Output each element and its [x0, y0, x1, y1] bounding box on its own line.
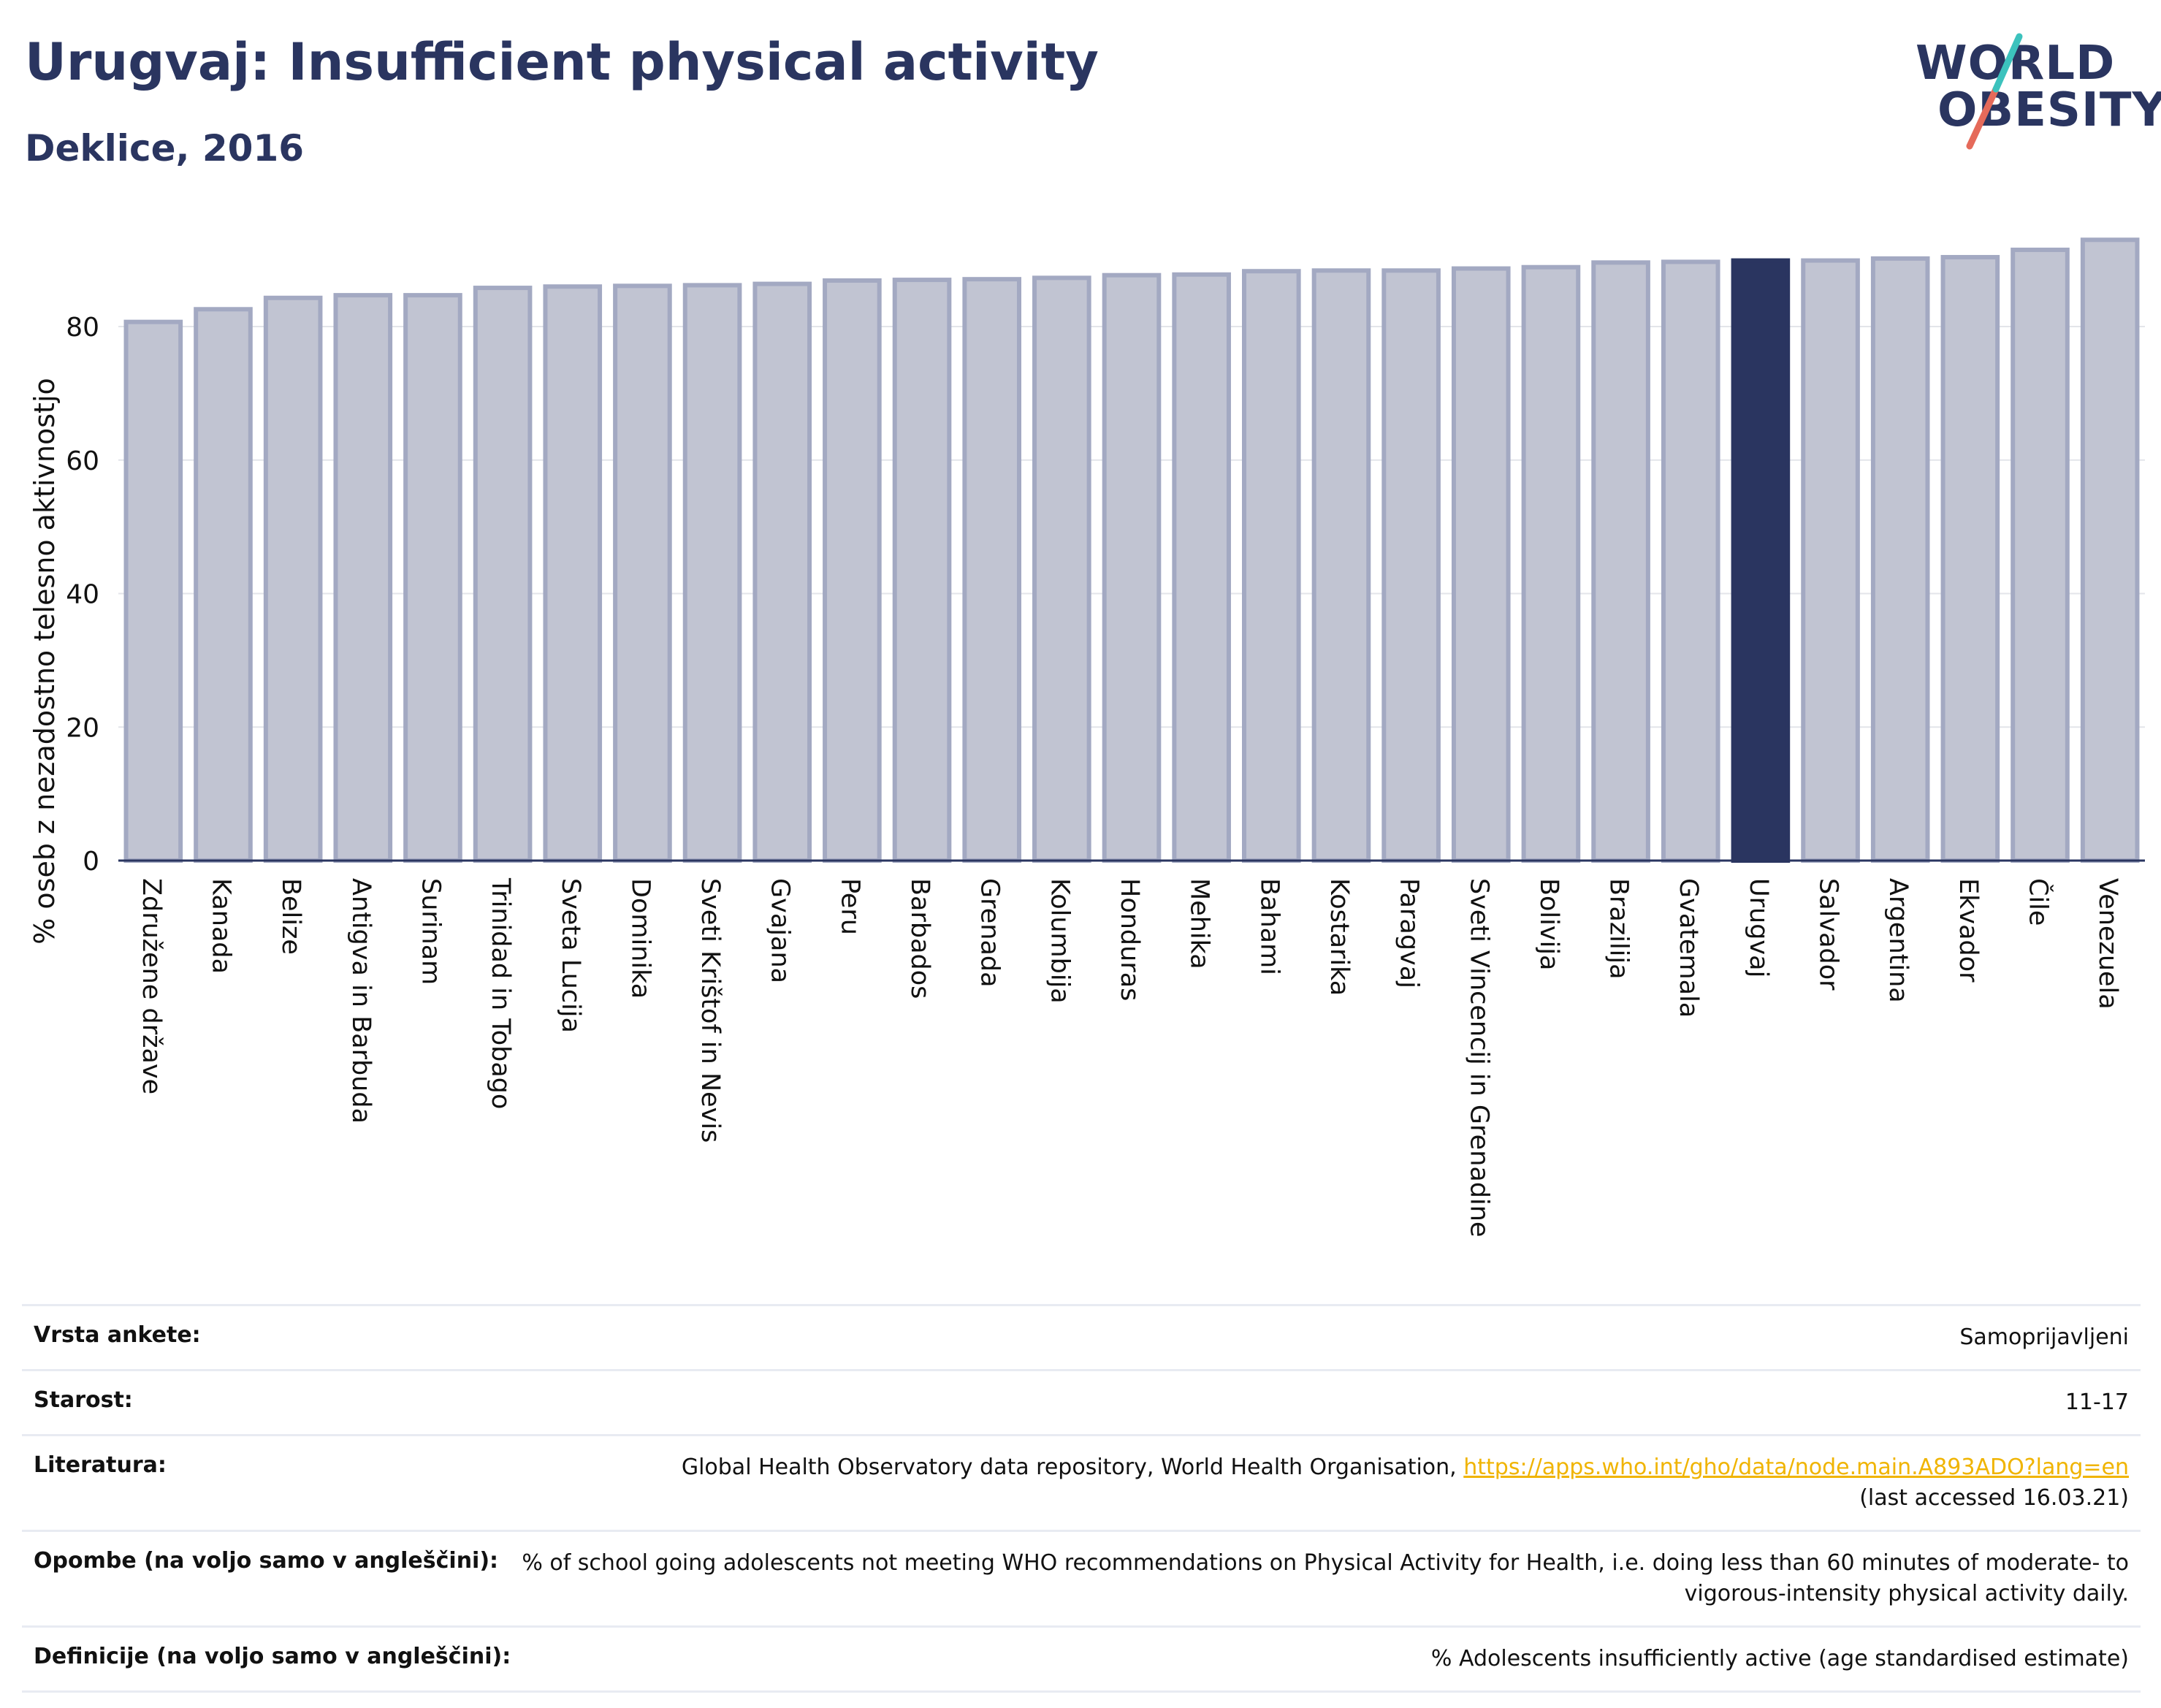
x-tick-label: Trinidad in Tobago — [486, 877, 515, 1109]
bar — [403, 293, 462, 863]
reference-link[interactable]: https://apps.who.int/gho/data/node.main.… — [1463, 1455, 2129, 1480]
page-title: Urugvaj: Insufficient physical activity — [25, 32, 1099, 92]
y-tick-label: 80 — [66, 313, 99, 343]
bar — [1870, 256, 1930, 863]
x-tick-label: Grenada — [975, 878, 1005, 988]
info-row-notes: Opombe (na voljo samo v angleščini): % o… — [22, 1530, 2141, 1625]
y-tick-label: 60 — [66, 446, 99, 476]
bar — [194, 307, 253, 863]
bar — [123, 319, 183, 863]
bar — [892, 278, 952, 863]
reference-accessed: (last accessed 16.03.21) — [1859, 1485, 2129, 1511]
bar — [2080, 237, 2140, 863]
bar — [1661, 259, 1720, 863]
logo-slash-icon — [1966, 33, 2023, 150]
reference-text: Global Health Observatory data repositor… — [681, 1455, 1457, 1480]
info-row-definitions: Definicije (na voljo samo v angleščini):… — [22, 1625, 2141, 1693]
bar — [1801, 258, 1860, 863]
x-tick-label: Ekvador — [1954, 878, 1983, 983]
x-tick-label: Sveti Vincencij in Grenadine — [1464, 878, 1493, 1238]
definitions-value: % Adolescents insufficiently active (age… — [1430, 1646, 2129, 1671]
bar — [1381, 268, 1441, 863]
axis-layer: 0 20 40 60 80 Združene države Kanada Belize Anti… — [66, 313, 2145, 1238]
y-tick-label: 20 — [66, 713, 99, 743]
survey-label: Vrsta ankete: — [34, 1322, 201, 1348]
x-tick-label: Antigva in Barbuda — [346, 878, 376, 1124]
y-tick-label: 40 — [66, 580, 99, 610]
info-table: Vrsta ankete: Samoprijavljeni Starost: 1… — [22, 1304, 2141, 1693]
bar — [613, 283, 672, 863]
bar — [1311, 268, 1371, 863]
bar — [1521, 264, 1581, 863]
x-tick-label: Kanada — [206, 878, 235, 974]
notes-value: % of school going adolescents not meetin… — [522, 1550, 2129, 1606]
info-row-reference: Literatura: Global Health Observatory da… — [22, 1434, 2141, 1530]
bar — [2011, 247, 2070, 863]
bar-layer — [123, 237, 2140, 863]
bar — [1242, 269, 1301, 863]
bar — [1102, 272, 1162, 863]
x-tick-label: Bahami — [1254, 878, 1284, 975]
x-tick-label: Mehika — [1185, 878, 1214, 969]
x-tick-label: Salvador — [1814, 878, 1843, 991]
x-tick-label: Čile — [2024, 878, 2054, 926]
x-tick-label: Surinam — [416, 878, 445, 985]
reference-label: Literatura: — [34, 1452, 167, 1478]
age-label: Starost: — [34, 1387, 133, 1413]
x-tick-label: Venezuela — [2093, 878, 2122, 1010]
y-tick-label: 0 — [83, 847, 99, 877]
reference-value: Global Health Observatory data repositor… — [682, 1452, 2129, 1514]
age-value: 11-17 — [2065, 1389, 2129, 1415]
page-subtitle: Deklice, 2016 — [25, 127, 305, 169]
survey-value: Samoprijavljeni — [1959, 1324, 2129, 1350]
bar — [1172, 272, 1231, 863]
x-tick-label: Paragvaj — [1395, 878, 1424, 988]
x-tick-label: Kostarika — [1325, 878, 1354, 996]
x-tick-label: Združene države — [137, 878, 166, 1094]
bar — [333, 293, 393, 863]
x-tick-label: Gvatemala — [1674, 878, 1703, 1018]
x-tick-label: Dominika — [625, 878, 655, 999]
bar — [1451, 266, 1511, 863]
info-row-survey: Vrsta ankete: Samoprijavljeni — [22, 1304, 2141, 1369]
x-tick-label: Argentina — [1883, 878, 1913, 1003]
notes-label: Opombe (na voljo samo v angleščini): — [34, 1548, 499, 1574]
bar-chart: 0 20 40 60 80 Združene države Kanada Belize Anti… — [28, 237, 2145, 1238]
x-tick-label: Barbados — [905, 878, 934, 999]
bar — [962, 277, 1021, 863]
definitions-label: Definicije (na voljo samo v angleščini): — [34, 1644, 511, 1669]
x-tick-label: Brazilija — [1604, 878, 1634, 980]
bar — [473, 286, 533, 863]
x-tick-label: Bolivija — [1534, 878, 1563, 970]
x-tick-label: Sveta Lucija — [556, 878, 585, 1033]
bar — [682, 283, 742, 863]
bar — [823, 278, 882, 863]
x-tick-label: Gvajana — [766, 878, 795, 983]
x-tick-label: Belize — [276, 878, 305, 955]
bar-highlight — [1731, 258, 1791, 863]
bar — [1940, 255, 2000, 863]
bar — [1591, 260, 1650, 863]
bar — [752, 281, 812, 863]
x-tick-label: Urugvaj — [1744, 878, 1773, 977]
x-tick-label: Peru — [835, 878, 864, 935]
bar — [263, 295, 323, 863]
bar — [543, 284, 603, 863]
info-row-age: Starost: 11-17 — [22, 1369, 2141, 1434]
x-tick-label: Kolumbija — [1045, 878, 1074, 1004]
y-axis-label: % oseb z nezadostno telesno aktivnostjo — [28, 378, 61, 945]
bar — [1032, 275, 1091, 863]
x-tick-label: Sveti Krištof in Nevis — [695, 878, 725, 1143]
x-tick-label: Honduras — [1115, 878, 1144, 1001]
world-obesity-logo: WORLD OBESITY — [1907, 22, 2161, 153]
